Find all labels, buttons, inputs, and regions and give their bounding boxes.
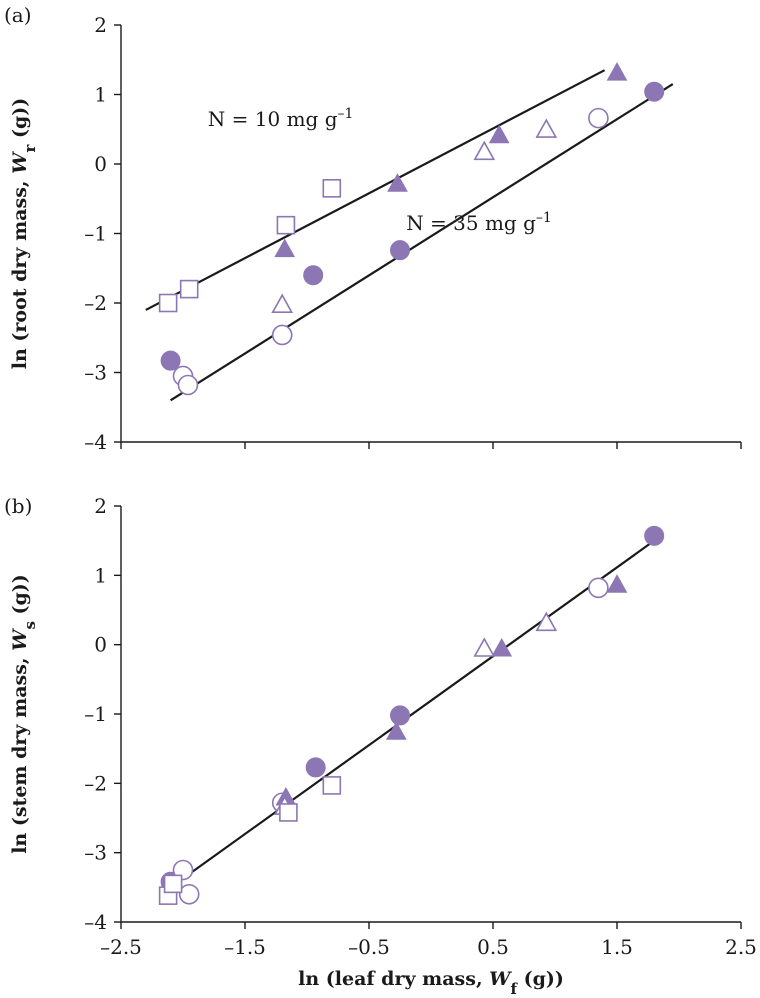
data-point-filled-triangle [385, 721, 407, 740]
regression-line [169, 539, 655, 889]
y-tick-label: 0 [94, 152, 107, 176]
y-axis-title: ln (root dry mass, Wr (g)) [9, 98, 39, 370]
y-tick-label: –2 [84, 291, 107, 315]
y-tick-label: 1 [94, 563, 107, 587]
data-point-open-triangle [271, 293, 294, 314]
x-tick-label: 2.5 [725, 935, 757, 959]
data-point-open-circle [178, 883, 200, 905]
data-point-open-triangle [535, 118, 558, 138]
annotation: N = 35 mg g–1 [406, 210, 552, 235]
data-point-open-circle [588, 577, 609, 599]
data-point-open-circle [271, 324, 293, 346]
data-point-filled-circle [305, 757, 326, 778]
regression-line [170, 83, 674, 402]
data-point-open-square [279, 803, 298, 822]
y-tick-label: –2 [84, 771, 107, 795]
data-point-open-triangle [535, 611, 558, 632]
data-point-open-square [322, 179, 342, 198]
data-point-filled-triangle [387, 173, 408, 192]
y-tick-label: 2 [94, 13, 107, 37]
data-point-open-circle [588, 107, 609, 129]
data-point-filled-triangle [606, 574, 628, 593]
data-point-open-circle [177, 374, 199, 396]
y-tick-label: –3 [84, 841, 107, 865]
x-tick-label: –2.5 [100, 935, 142, 959]
y-tick-label: –3 [84, 361, 107, 385]
y-tick-label: 1 [94, 83, 107, 107]
data-point-filled-triangle [274, 238, 296, 258]
y-tick-label: –4 [84, 430, 107, 454]
regression-line [145, 69, 606, 311]
y-tick-label: –1 [84, 222, 107, 246]
data-point-open-triangle [473, 140, 496, 161]
panel-label: (b) [4, 494, 32, 518]
panel-b: 2 1 0 –1 –2 –3 –4–2.5 –1.5 –0.5 0.5 1.5 2.5 (b) ln (s… [4, 494, 757, 998]
data-point-open-square [158, 293, 178, 313]
data-point-open-square [322, 776, 342, 795]
data-point-filled-circle [390, 240, 410, 261]
panel-label: (a) [4, 3, 32, 27]
x-tick-label: 1.5 [601, 935, 633, 959]
y-tick-label: –4 [84, 910, 107, 934]
x-tick-label: 0.5 [477, 935, 509, 959]
data-point-filled-circle [390, 705, 410, 726]
data-point-open-triangle [473, 637, 496, 657]
data-point-open-square [276, 215, 296, 235]
data-point-filled-circle [160, 350, 181, 371]
y-tick-label: 2 [94, 494, 107, 518]
x-axis-title: ln (leaf dry mass, Wf (g)) [298, 968, 564, 998]
annotation: N = 10 mg g–1 [208, 106, 354, 131]
y-tick-label: –1 [84, 702, 107, 726]
x-tick-label: –1.5 [224, 935, 266, 959]
data-point-filled-circle [303, 265, 324, 286]
x-tick-label: –0.5 [348, 935, 390, 959]
data-point-filled-triangle [606, 62, 628, 81]
data-point-filled-circle [644, 81, 665, 102]
panel-a: 2 1 0 –1 –2 –3 –4 (a) ln (root dry mass, Wr (g))… [4, 3, 742, 454]
y-tick-label: 0 [94, 633, 107, 657]
data-point-filled-triangle [491, 637, 513, 657]
data-point-filled-circle [644, 525, 665, 546]
data-point-filled-triangle [488, 124, 510, 144]
data-point-open-square [179, 279, 199, 299]
data-point-open-square [163, 874, 183, 894]
y-axis-title: ln (stem dry mass, Ws (g)) [9, 574, 39, 854]
